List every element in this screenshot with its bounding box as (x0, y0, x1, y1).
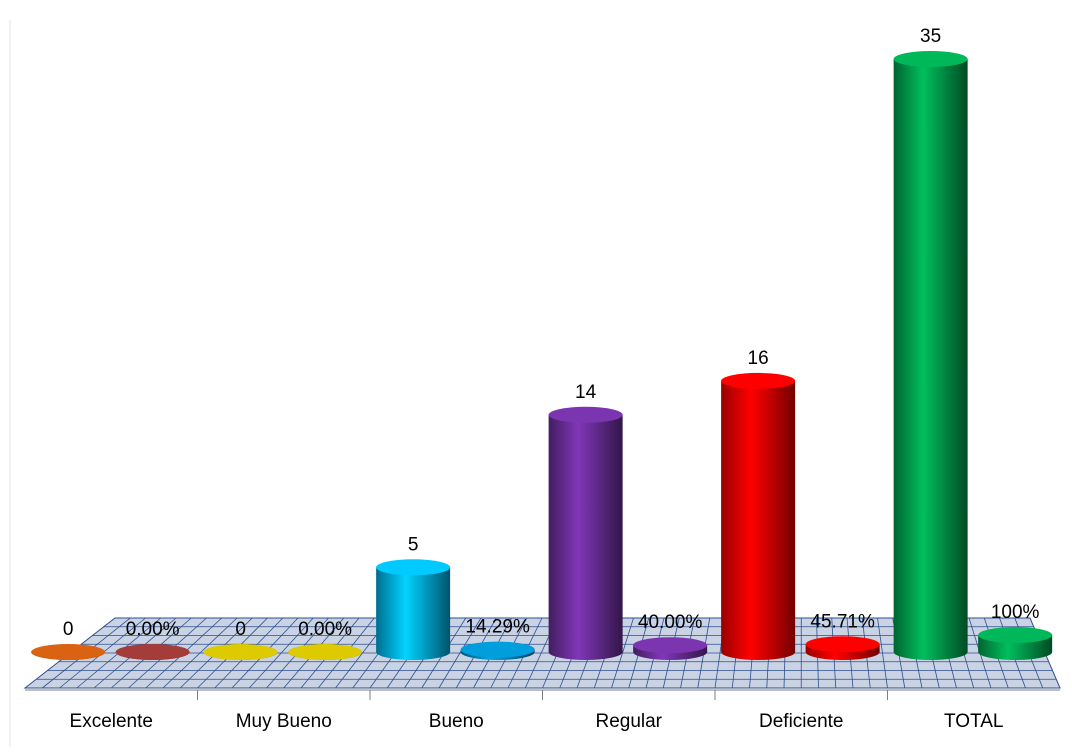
cylinder (115, 644, 190, 660)
x-tick-label: Deficiente (759, 711, 844, 732)
data-label: 40.00% (638, 612, 703, 633)
cylinder-top (805, 636, 880, 653)
data-label: 0.00% (126, 619, 180, 640)
cylinder (203, 644, 278, 660)
cylinder-top (893, 51, 968, 67)
cylinder (893, 51, 968, 660)
cylinder-body (721, 380, 796, 660)
x-tick-label: Regular (595, 711, 662, 732)
cylinder-body (376, 567, 451, 660)
x-tick-label: TOTAL (944, 711, 1003, 732)
cylinder (721, 372, 796, 660)
data-label: 16 (748, 348, 769, 369)
data-label: 0 (235, 619, 246, 640)
cylinder-top (548, 406, 623, 423)
cylinder-top (633, 637, 708, 654)
cylinder-top (376, 559, 451, 576)
cylinder (978, 627, 1053, 660)
x-tick-label: Excelente (70, 711, 153, 732)
data-label: 0.00% (298, 619, 352, 640)
cylinder-top (978, 627, 1053, 644)
cylinder (460, 641, 535, 660)
data-label: 45.71% (810, 611, 875, 632)
data-label: 0 (63, 619, 74, 640)
cylinder-top (31, 644, 106, 660)
data-label: 100% (991, 602, 1040, 623)
cylinder-top (460, 641, 535, 658)
cylinder (633, 637, 708, 660)
cylinder-top (288, 644, 363, 660)
cylinder-top (721, 372, 796, 389)
cylinder-body (893, 59, 968, 660)
data-label: 5 (408, 534, 419, 555)
cylinder-top (203, 644, 278, 660)
x-tick-label: Muy Bueno (236, 711, 332, 732)
cylinder-top (115, 644, 190, 660)
data-label: 14 (575, 382, 597, 403)
cylinder (548, 406, 623, 660)
cylinder (805, 636, 880, 660)
cylinder (31, 644, 106, 660)
cylinder (288, 644, 363, 660)
data-label: 14.29% (465, 617, 530, 638)
data-label: 35 (920, 26, 941, 47)
cylinder (376, 559, 451, 660)
cylinder-body (548, 414, 623, 660)
x-tick-label: Bueno (429, 711, 484, 732)
